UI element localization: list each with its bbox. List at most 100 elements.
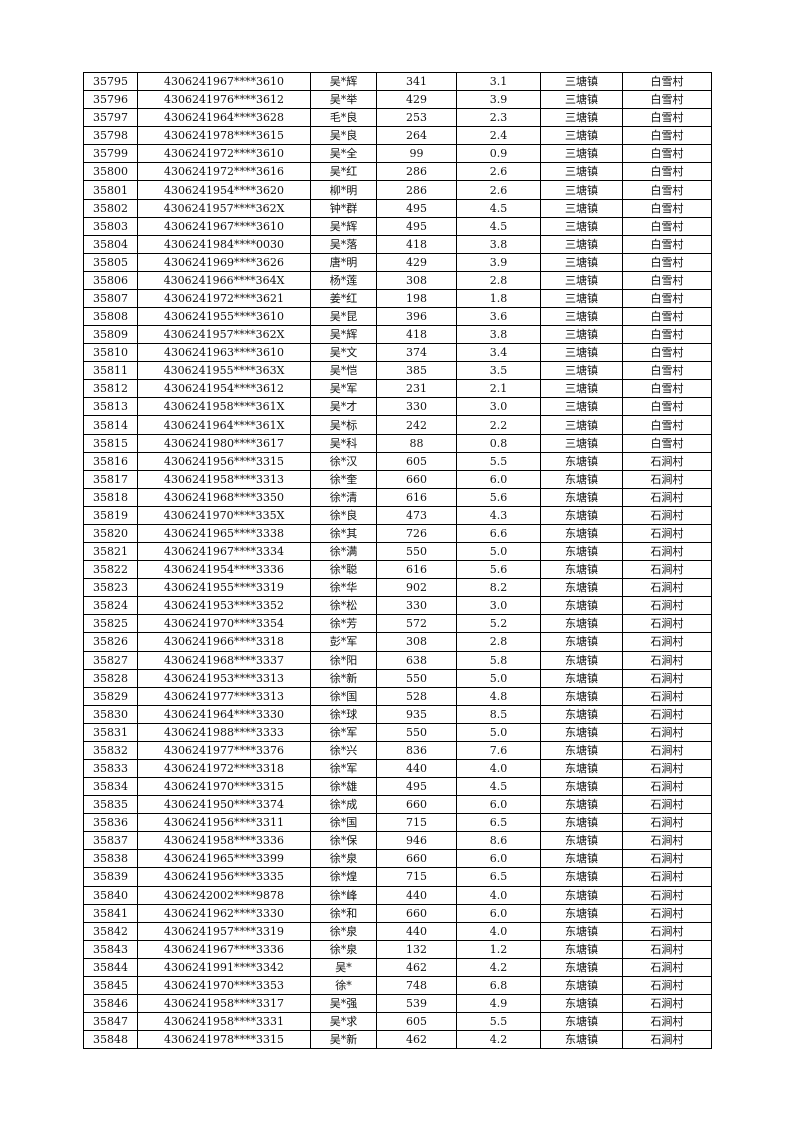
table-row: 35837 4306241958****3336 徐*保 946 8.6 东塘镇 石涧村 — [83, 831, 712, 851]
cell-row-number: 35843 — [83, 939, 138, 959]
table-row: 35825 4306241970****3354 徐*芳 572 5.2 东塘镇 石涧村 — [83, 614, 712, 634]
cell-row-number: 35834 — [83, 777, 138, 797]
cell-id-number: 4306241956****3311 — [137, 813, 311, 833]
cell-value: 6.6 — [456, 523, 541, 544]
cell-name: 毛*良 — [310, 108, 377, 128]
cell-amount: 550 — [376, 668, 457, 688]
cell-amount: 396 — [376, 307, 457, 327]
cell-village: 白雪村 — [622, 433, 712, 453]
cell-id-number: 4306241955****3610 — [137, 307, 311, 327]
cell-id-number: 4306241953****3352 — [137, 596, 311, 616]
cell-row-number: 35812 — [83, 379, 138, 399]
cell-row-number: 35803 — [83, 216, 138, 236]
cell-row-number: 35801 — [83, 180, 138, 200]
cell-amount: 605 — [376, 1012, 457, 1032]
table-row: 35828 4306241953****3313 徐*新 550 5.0 东塘镇 石涧村 — [83, 668, 712, 688]
cell-id-number: 4306241970****3354 — [137, 614, 311, 634]
cell-id-number: 4306241956****3315 — [137, 451, 311, 471]
cell-village: 石涧村 — [622, 885, 712, 905]
cell-row-number: 35810 — [83, 343, 138, 363]
cell-amount: 495 — [376, 198, 457, 218]
cell-row-number: 35816 — [83, 451, 138, 471]
cell-amount: 660 — [376, 795, 457, 815]
cell-town: 三塘镇 — [540, 379, 623, 399]
data-table: 35795 4306241967****3610 吴*辉 341 3.1 三塘镇 白雪村 35… — [83, 71, 712, 1050]
cell-name: 徐*聪 — [310, 560, 377, 580]
cell-value: 8.2 — [456, 578, 541, 598]
cell-name: 徐* — [310, 975, 377, 995]
cell-value: 3.4 — [456, 343, 541, 363]
cell-name: 杨*莲 — [310, 270, 377, 290]
cell-value: 6.0 — [456, 795, 541, 815]
cell-town: 东塘镇 — [540, 505, 623, 525]
cell-name: 徐*军 — [310, 758, 377, 779]
cell-value: 3.0 — [456, 596, 541, 616]
cell-village: 白雪村 — [622, 397, 712, 417]
cell-row-number: 35813 — [83, 397, 138, 417]
cell-id-number: 4306241984****0030 — [137, 234, 311, 254]
cell-row-number: 35846 — [83, 993, 138, 1014]
cell-amount: 748 — [376, 975, 457, 995]
cell-id-number: 4306241958****3317 — [137, 993, 311, 1014]
cell-amount: 418 — [376, 325, 457, 345]
cell-id-number: 4306241965****3338 — [137, 523, 311, 544]
cell-name: 徐*其 — [310, 523, 377, 544]
cell-village: 石涧村 — [622, 650, 712, 670]
cell-value: 3.9 — [456, 90, 541, 110]
cell-town: 东塘镇 — [540, 614, 623, 634]
cell-town: 东塘镇 — [540, 885, 623, 905]
cell-village: 石涧村 — [622, 487, 712, 507]
table-row: 35835 4306241950****3374 徐*成 660 6.0 东塘镇 石涧村 — [83, 795, 712, 815]
cell-id-number: 4306241991****3342 — [137, 957, 311, 977]
cell-id-number: 4306241978****3315 — [137, 1030, 311, 1050]
cell-row-number: 35839 — [83, 867, 138, 887]
cell-village: 白雪村 — [622, 144, 712, 164]
cell-name: 吴*辉 — [310, 325, 377, 345]
cell-amount: 242 — [376, 415, 457, 435]
table-row: 35821 4306241967****3334 徐*满 550 5.0 东塘镇 石涧村 — [83, 542, 712, 562]
cell-village: 白雪村 — [622, 343, 712, 363]
cell-value: 3.1 — [456, 71, 541, 92]
cell-name: 吴*新 — [310, 1030, 377, 1050]
cell-town: 三塘镇 — [540, 144, 623, 164]
cell-row-number: 35837 — [83, 831, 138, 851]
table-row: 35809 4306241957****362X 吴*辉 418 3.8 三塘镇 白雪村 — [83, 325, 712, 345]
cell-value: 6.5 — [456, 867, 541, 887]
table-row: 35843 4306241967****3336 徐*泉 132 1.2 东塘镇 石涧村 — [83, 939, 712, 959]
cell-amount: 946 — [376, 831, 457, 851]
cell-name: 徐*松 — [310, 596, 377, 616]
cell-village: 白雪村 — [622, 361, 712, 381]
cell-row-number: 35821 — [83, 542, 138, 562]
table-row: 35819 4306241970****335X 徐*良 473 4.3 东塘镇 石涧村 — [83, 505, 712, 525]
cell-town: 三塘镇 — [540, 361, 623, 381]
cell-village: 石涧村 — [622, 469, 712, 489]
cell-row-number: 35824 — [83, 596, 138, 616]
cell-town: 三塘镇 — [540, 397, 623, 417]
cell-value: 5.6 — [456, 560, 541, 580]
cell-name: 钟*群 — [310, 198, 377, 218]
cell-amount: 715 — [376, 813, 457, 833]
cell-village: 石涧村 — [622, 523, 712, 544]
cell-village: 石涧村 — [622, 939, 712, 959]
cell-name: 吴*恺 — [310, 361, 377, 381]
cell-id-number: 4306241955****363X — [137, 361, 311, 381]
cell-amount: 836 — [376, 740, 457, 760]
cell-town: 东塘镇 — [540, 722, 623, 742]
cell-village: 石涧村 — [622, 921, 712, 941]
cell-id-number: 4306241978****3615 — [137, 126, 311, 146]
cell-village: 石涧村 — [622, 704, 712, 724]
cell-name: 徐*成 — [310, 795, 377, 815]
cell-id-number: 4306241967****3610 — [137, 216, 311, 236]
cell-value: 8.6 — [456, 831, 541, 851]
table-row: 35795 4306241967****3610 吴*辉 341 3.1 三塘镇 白雪村 — [83, 71, 712, 92]
cell-value: 3.0 — [456, 397, 541, 417]
cell-town: 三塘镇 — [540, 162, 623, 182]
cell-town: 东塘镇 — [540, 795, 623, 815]
cell-village: 石涧村 — [622, 813, 712, 833]
cell-row-number: 35840 — [83, 885, 138, 905]
cell-amount: 440 — [376, 885, 457, 905]
cell-id-number: 4306241968****3337 — [137, 650, 311, 670]
cell-value: 6.5 — [456, 813, 541, 833]
cell-value: 5.0 — [456, 722, 541, 742]
cell-town: 三塘镇 — [540, 126, 623, 146]
